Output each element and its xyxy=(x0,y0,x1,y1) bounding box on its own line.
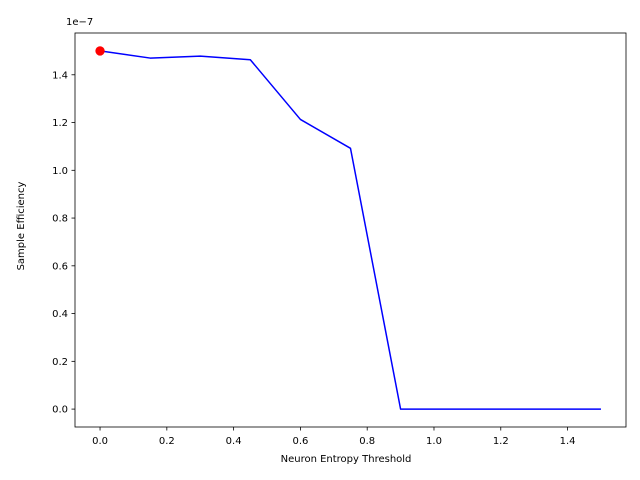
plot-area: 0.0 0.2 0.4 0.6 0.8 1.0 1.2 1.4 0.0 0.2 0.4 0.6 0.8 1… xyxy=(52,32,627,447)
y-tick-label: 0.6 xyxy=(52,261,68,272)
y-tick-label: 0.4 xyxy=(52,309,68,320)
y-tick-label: 1.0 xyxy=(52,166,68,177)
y-axis-offset-label: 1e−7 xyxy=(66,17,93,28)
x-tick-label: 0.4 xyxy=(226,436,242,447)
x-tick-label: 0.2 xyxy=(159,436,175,447)
x-tick-label: 1.0 xyxy=(426,436,442,447)
axes-frame xyxy=(74,32,627,428)
x-tick-label: 1.2 xyxy=(493,436,509,447)
y-tick-label: 1.2 xyxy=(52,118,68,129)
y-tick-label: 0.2 xyxy=(52,357,68,368)
y-tick-label: 1.4 xyxy=(52,70,68,81)
x-tick-label: 1.4 xyxy=(560,436,576,447)
x-tick-label: 0.0 xyxy=(92,436,108,447)
y-axis-title: Sample Efficiency xyxy=(16,181,27,270)
y-tick-label: 0.0 xyxy=(52,405,68,416)
highlight-point xyxy=(95,46,105,56)
y-tick-label: 0.8 xyxy=(52,214,68,225)
x-axis-title: Neuron Entropy Threshold xyxy=(281,454,412,465)
x-tick-label: 0.6 xyxy=(292,436,308,447)
x-tick-label: 0.8 xyxy=(359,436,375,447)
series-line-0 xyxy=(99,50,601,410)
